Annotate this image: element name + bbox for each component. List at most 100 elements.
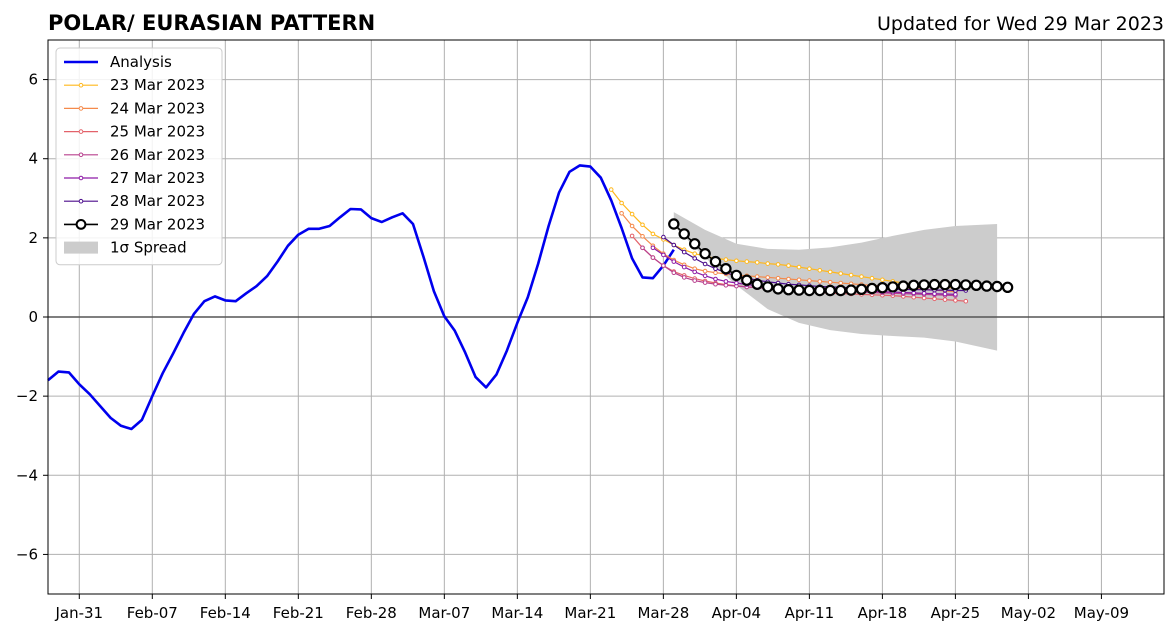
- forecast-point: [772, 283, 784, 295]
- y-tick-label: −4: [16, 466, 38, 484]
- forecast-line: [610, 189, 956, 289]
- forecast-point: [827, 279, 833, 285]
- forecast-point: [713, 266, 718, 272]
- forecast-point: [796, 277, 802, 283]
- forecast-point: [859, 274, 864, 279]
- legend-label-forecast: 26 Mar 2023: [110, 146, 205, 164]
- forecast-point: [981, 280, 993, 292]
- forecast-point: [713, 270, 718, 276]
- forecast-point: [824, 284, 836, 297]
- forecast-point: [681, 264, 687, 270]
- forecast-point: [796, 264, 802, 270]
- forecast-point: [939, 278, 951, 291]
- y-tick-label: 2: [28, 229, 38, 247]
- forecast-point: [908, 279, 920, 291]
- forecast-point: [619, 211, 624, 216]
- forecast-point: [838, 280, 844, 286]
- forecast-point: [991, 280, 1003, 293]
- forecast-point: [786, 263, 791, 268]
- forecast-point: [1001, 281, 1014, 293]
- legend-label-forecast: 25 Mar 2023: [110, 123, 205, 141]
- y-axis: −6 −4 −2 0 2 4 6: [16, 71, 48, 563]
- forecast-point: [897, 280, 910, 292]
- forecast-point: [793, 284, 805, 296]
- forecast-point: [754, 260, 760, 265]
- forecast-point: [661, 263, 666, 268]
- forecast-point: [817, 279, 823, 284]
- forecast-point: [629, 233, 635, 239]
- forecast-point: [814, 284, 826, 297]
- y-tick-label: −6: [16, 545, 38, 563]
- forecast-point: [661, 252, 666, 258]
- forecast-series: [668, 218, 1014, 297]
- legend-label-forecast: 24 Mar 2023: [110, 99, 205, 117]
- forecast-point: [681, 275, 687, 280]
- legend-swatch-marker: [75, 219, 87, 230]
- legend-swatch-spread: [64, 241, 98, 254]
- forecast-point: [782, 284, 795, 296]
- legend-swatch-marker: [78, 175, 84, 181]
- forecast-point: [845, 284, 857, 296]
- forecast-point: [970, 279, 983, 291]
- forecast-point: [689, 238, 701, 250]
- y-tick-label: −2: [16, 387, 38, 405]
- forecast-point: [932, 296, 937, 302]
- spread-band-area: [673, 212, 998, 351]
- forecast-point: [650, 245, 656, 251]
- forecast-point: [765, 261, 771, 266]
- x-tick-label: Mar-28: [637, 604, 689, 622]
- forecast-point: [835, 284, 847, 297]
- chart-title: POLAR/ EURASIAN PATTERN: [48, 11, 375, 35]
- forecast-point: [876, 282, 889, 294]
- forecast-point: [942, 297, 948, 302]
- legend-label-analysis: Analysis: [110, 53, 172, 71]
- x-tick-label: Jan-31: [54, 604, 103, 622]
- forecast-point: [963, 298, 969, 304]
- forecast-point: [629, 211, 635, 217]
- forecast-point: [671, 270, 677, 276]
- forecast-point: [702, 268, 708, 274]
- forecast-point: [608, 187, 614, 192]
- forecast-point: [692, 278, 698, 283]
- x-tick-label: Apr-18: [858, 604, 908, 622]
- x-tick-label: Mar-14: [491, 604, 543, 622]
- analysis-line: [47, 164, 675, 431]
- forecast-point: [671, 259, 677, 264]
- forecast-point: [734, 258, 739, 264]
- x-tick-label: Feb-14: [200, 604, 251, 622]
- forecast-point: [692, 269, 698, 275]
- y-tick-label: 6: [28, 71, 38, 89]
- x-tick-label: Feb-28: [346, 604, 397, 622]
- y-tick-label: 4: [28, 150, 38, 168]
- forecast-point: [699, 247, 711, 260]
- forecast-point: [918, 279, 930, 291]
- legend-label-forecast: 23 Mar 2023: [110, 76, 205, 94]
- forecast-point: [765, 275, 771, 280]
- legend-box: [55, 47, 223, 266]
- forecast-point: [775, 275, 781, 281]
- legend-swatch-marker: [78, 106, 84, 111]
- forecast-point: [869, 275, 875, 281]
- x-tick-label: May-09: [1074, 604, 1129, 622]
- forecast-point: [953, 292, 958, 297]
- forecast-point: [668, 218, 680, 230]
- forecast-point: [702, 280, 708, 285]
- x-tick-label: Feb-07: [127, 604, 178, 622]
- forecast-point: [786, 276, 791, 282]
- forecast-point: [709, 255, 722, 268]
- forecast-point: [619, 200, 624, 206]
- forecast-point: [640, 245, 645, 251]
- forecast-point: [661, 234, 666, 240]
- forecast-point: [838, 271, 844, 276]
- forecast-point: [692, 251, 698, 256]
- forecast-point: [702, 273, 708, 279]
- forecast-point: [887, 281, 899, 293]
- forecast-point: [949, 278, 962, 291]
- forecast-point: [734, 280, 739, 286]
- forecast-point: [650, 255, 656, 260]
- forecast-point: [744, 259, 750, 264]
- forecast-point: [650, 231, 656, 237]
- forecast-point: [855, 283, 868, 295]
- forecast-point: [921, 291, 927, 296]
